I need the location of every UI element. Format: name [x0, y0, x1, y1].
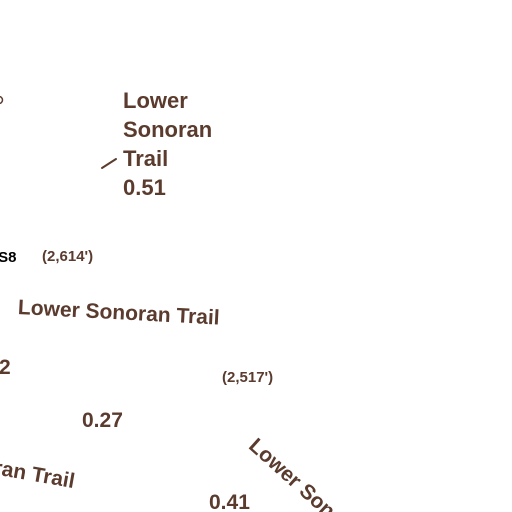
elevation-label-1: (2,614'): [42, 248, 94, 265]
trail-label-stack: Lower Sonoran Trail 0.51: [123, 86, 212, 202]
distance-label-2: 0.27: [82, 409, 123, 432]
elevation-label-2: (2,517'): [222, 369, 274, 386]
leader-line-icon: [101, 158, 117, 169]
distance-label-3: 0.41: [209, 491, 250, 512]
trail-marker-icon: [0, 95, 4, 105]
trail-distance-top: 0.51: [123, 175, 166, 200]
distance-label-left: 2: [0, 356, 11, 379]
trail-name-line-1: Lower: [123, 88, 188, 113]
trailhead-code-label: LS8: [0, 249, 17, 266]
trail-name-line-3: Trail: [123, 146, 169, 171]
trail-name-line-2: Sonoran: [123, 117, 213, 142]
